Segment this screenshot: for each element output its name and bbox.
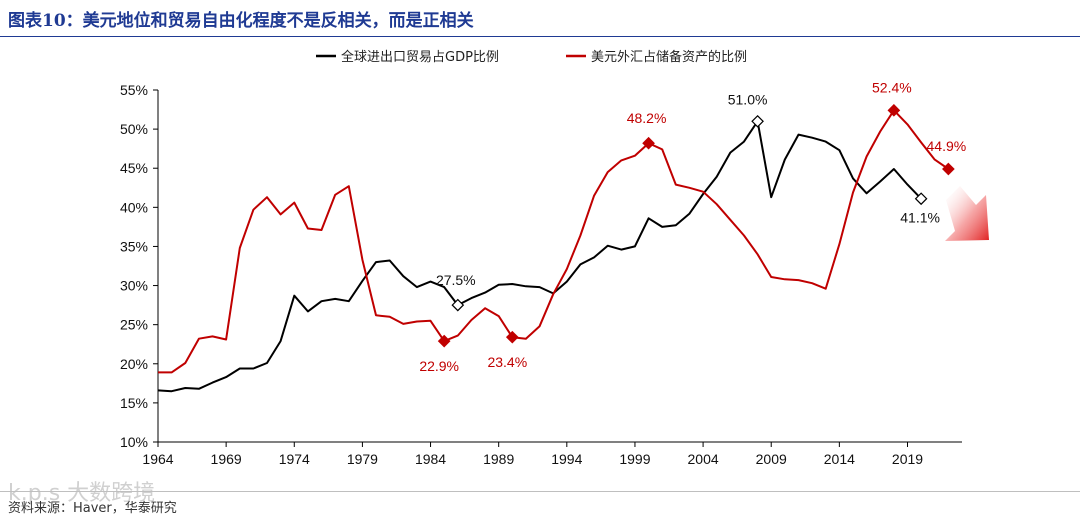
y-tick-label: 40% [120, 199, 148, 215]
x-tick-label: 2019 [892, 451, 923, 467]
data-label: 41.1% [900, 210, 940, 226]
data-marker-filled-diamond [887, 103, 901, 117]
data-marker-filled-diamond [942, 162, 955, 176]
title-bar: 图表10：美元地位和贸易自由化程度不是反相关，而是正相关 [0, 0, 1080, 37]
x-tick-label: 1969 [211, 451, 242, 467]
data-marker-hollow-diamond [451, 298, 465, 312]
x-tick-label: 2009 [756, 451, 787, 467]
y-tick-label: 45% [120, 160, 148, 176]
legend-label: 全球进出口贸易占GDP比例 [341, 49, 499, 65]
legend-label: 美元外汇占储备资产的比例 [591, 49, 747, 65]
data-label: 23.4% [487, 354, 527, 370]
x-tick-label: 2014 [824, 451, 855, 467]
data-label: 22.9% [419, 358, 459, 374]
x-tick-label: 1979 [347, 451, 378, 467]
data-marker-hollow-diamond [751, 114, 764, 128]
line-chart: 全球进出口贸易占GDP比例 美元外汇占储备资产的比例 10% 15% 20% 25% 30… [120, 49, 989, 467]
series-layer [157, 109, 949, 393]
y-tick-label: 50% [120, 121, 148, 137]
page-title: 图表10：美元地位和贸易自由化程度不是反相关，而是正相关 [8, 11, 474, 31]
axes: 10% 15% 20% 25% 30% 35% 40% 45% 50% 55% 1964 1969 19… [120, 82, 962, 467]
data-label: 48.2% [627, 110, 667, 126]
x-tick-label: 1964 [142, 451, 173, 467]
series-line-usd-reserves [158, 109, 949, 374]
data-marker-filled-diamond [505, 330, 519, 344]
y-tick-label: 55% [120, 82, 148, 98]
series-line-trade-gdp [157, 120, 922, 393]
data-label: 27.5% [436, 272, 476, 288]
y-tick-label: 35% [120, 238, 148, 254]
y-tick-label: 15% [120, 395, 148, 411]
data-marker-filled-diamond [642, 136, 655, 150]
y-tick-label: 25% [120, 317, 148, 333]
x-tick-label: 1974 [279, 451, 310, 467]
x-tick-label: 1999 [619, 451, 650, 467]
y-tick-label: 20% [120, 356, 148, 372]
annotation-layer: 22.9% 27.5% 23.4% 48.2% 51.0% 52.4% 41.1% 44.9% [419, 79, 966, 374]
x-tick-label: 1989 [483, 451, 514, 467]
data-label: 51.0% [728, 91, 768, 107]
legend: 全球进出口贸易占GDP比例 美元外汇占储备资产的比例 [316, 49, 747, 65]
data-label: 52.4% [872, 79, 912, 95]
data-label: 44.9% [927, 138, 967, 154]
source-note: 资料来源：Haver，华泰研究 [8, 501, 177, 516]
trend-arrow [945, 186, 989, 241]
data-marker-filled-diamond [437, 334, 451, 348]
down-trend-arrow-icon [945, 186, 989, 241]
footer-divider [0, 491, 1080, 492]
data-marker-hollow-diamond [914, 192, 928, 206]
y-tick-label: 10% [120, 434, 148, 450]
watermark: k.p.s 大数跨境 [8, 481, 156, 506]
y-tick-label: 30% [120, 278, 148, 294]
x-tick-label: 1994 [551, 451, 582, 467]
x-tick-label: 1984 [415, 451, 446, 467]
x-tick-label: 2004 [688, 451, 719, 467]
